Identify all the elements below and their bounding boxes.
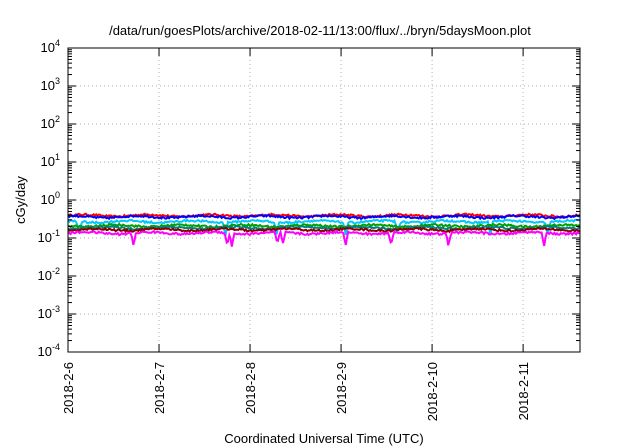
series-line xyxy=(67,228,581,247)
x-tick-label: 2018-2-11 xyxy=(516,362,531,420)
y-tick-label: 10-3 xyxy=(38,304,60,321)
y-tick-label: 100 xyxy=(41,190,60,207)
x-tick-label: 2018-2-6 xyxy=(61,362,76,414)
y-tick-label: 10-1 xyxy=(38,228,60,245)
series-line xyxy=(67,226,581,234)
x-tick-label: 2018-2-9 xyxy=(334,362,349,414)
y-tick-label: 103 xyxy=(41,76,60,93)
x-tick-label: 2018-2-10 xyxy=(425,362,440,421)
y-axis: 104 103 102 101 100 10-1 10-2 10-3 10-4 xyxy=(38,38,580,359)
x-axis: 2018-2-6 2018-2-7 2018-2-8 2018-2-9 2018-2-1… xyxy=(61,48,531,421)
y-tick-label: 10-2 xyxy=(38,266,60,283)
y-tick-label: 101 xyxy=(41,152,60,169)
grid xyxy=(68,48,580,352)
series-line xyxy=(67,222,581,230)
series-line xyxy=(67,218,581,236)
chart-title: /data/run/goesPlots/archive/2018-02-11/1… xyxy=(109,23,531,38)
x-tick-label: 2018-2-8 xyxy=(243,362,258,414)
series-line xyxy=(67,213,581,221)
series-group xyxy=(67,212,581,247)
y-tick-label: 10-4 xyxy=(38,342,60,359)
x-axis-label: Coordinated Universal Time (UTC) xyxy=(224,431,423,446)
y-tick-label: 102 xyxy=(41,114,60,131)
x-tick-label: 2018-2-7 xyxy=(152,362,167,414)
y-tick-label: 104 xyxy=(41,38,60,55)
y-axis-label: cGy/day xyxy=(13,176,28,224)
